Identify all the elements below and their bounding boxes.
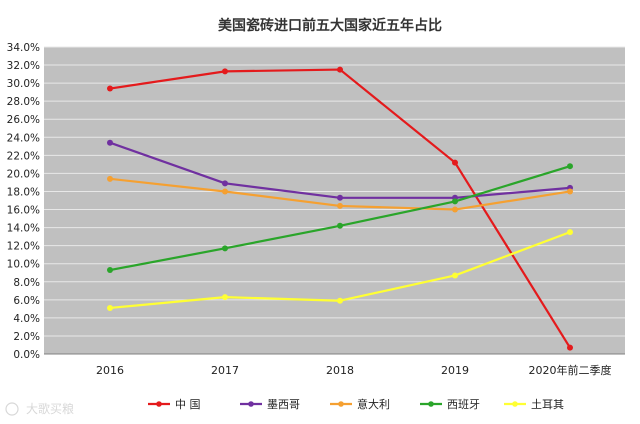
y-tick-label: 8.0% [13,277,40,289]
data-point [567,229,573,236]
plot-area [44,47,625,354]
series-lines [107,66,573,351]
data-point [107,267,113,274]
legend: 中 国 墨西哥 意大利 西班牙 土耳其 [148,397,564,411]
y-tick-label: 34.0% [7,42,40,54]
watermark-text: 大歌买粮 [26,401,74,416]
legend-label: 中 国 [175,398,201,411]
x-tick-label: 2018 [326,364,354,377]
y-tick-label: 10.0% [7,259,40,271]
y-tick-label: 6.0% [13,295,40,307]
series-4 [107,163,573,274]
x-tick-label: 2017 [211,364,239,377]
data-point [222,245,228,252]
legend-item: 中 国 [148,398,201,411]
legend-label: 墨西哥 [267,398,300,411]
y-tick-label: 26.0% [7,114,40,126]
data-point [107,304,113,311]
watermark-icon [5,402,19,416]
data-point [222,68,228,75]
series-5 [107,229,573,311]
legend-label: 土耳其 [531,398,564,411]
chart-title: 美国瓷砖进口前五大国家近五年占比 [218,17,442,34]
legend-marker [248,401,254,407]
data-point [452,272,458,279]
legend-label: 意大利 [357,397,390,411]
y-tick-label: 30.0% [7,78,40,90]
legend-item: 土耳其 [504,398,564,411]
data-point [107,175,113,182]
y-tick-label: 14.0% [7,223,40,235]
y-tick-label: 0.0% [13,349,40,361]
y-tick-label: 16.0% [7,205,40,217]
y-tick-label: 2.0% [13,331,40,343]
y-tick-label: 28.0% [7,96,40,108]
data-point [452,159,458,166]
legend-marker [512,401,518,407]
legend-item: 墨西哥 [240,398,300,411]
legend-marker [156,401,162,407]
data-point [222,188,228,195]
data-point [337,222,343,229]
data-point [107,85,113,92]
data-point [337,194,343,201]
data-point [452,206,458,213]
y-tick-label: 4.0% [13,313,40,325]
series-3 [107,175,573,213]
data-point [567,163,573,170]
y-tick-label: 12.0% [7,241,40,253]
data-point [567,344,573,351]
x-axis: 2016 2017 2018 2019 2020年前二季度 [96,363,612,377]
y-tick-label: 32.0% [7,60,40,72]
data-point [222,180,228,187]
grid-lines [44,46,625,355]
x-tick-label: 2019 [441,364,469,377]
legend-item: 西班牙 [420,398,480,411]
legend-label: 西班牙 [447,398,480,411]
y-tick-label: 22.0% [7,150,40,162]
data-point [337,66,343,73]
data-point [222,294,228,301]
data-point [337,202,343,209]
watermark: 大歌买粮 [5,401,74,416]
y-tick-label: 20.0% [7,168,40,180]
x-tick-label: 2020年前二季度 [529,363,612,377]
y-tick-label: 24.0% [7,132,40,144]
legend-item: 意大利 [330,397,390,411]
series-1 [107,66,573,351]
data-point [337,297,343,304]
data-point [567,188,573,195]
y-axis: 0.0% 2.0% 4.0% 6.0% 8.0% 10.0% 12.0% 14.0% 16.0%… [7,42,40,361]
data-point [107,139,113,146]
y-tick-label: 18.0% [7,186,40,198]
legend-marker [338,401,344,407]
x-tick-label: 2016 [96,364,124,377]
data-point [452,198,458,205]
legend-marker [428,401,434,407]
